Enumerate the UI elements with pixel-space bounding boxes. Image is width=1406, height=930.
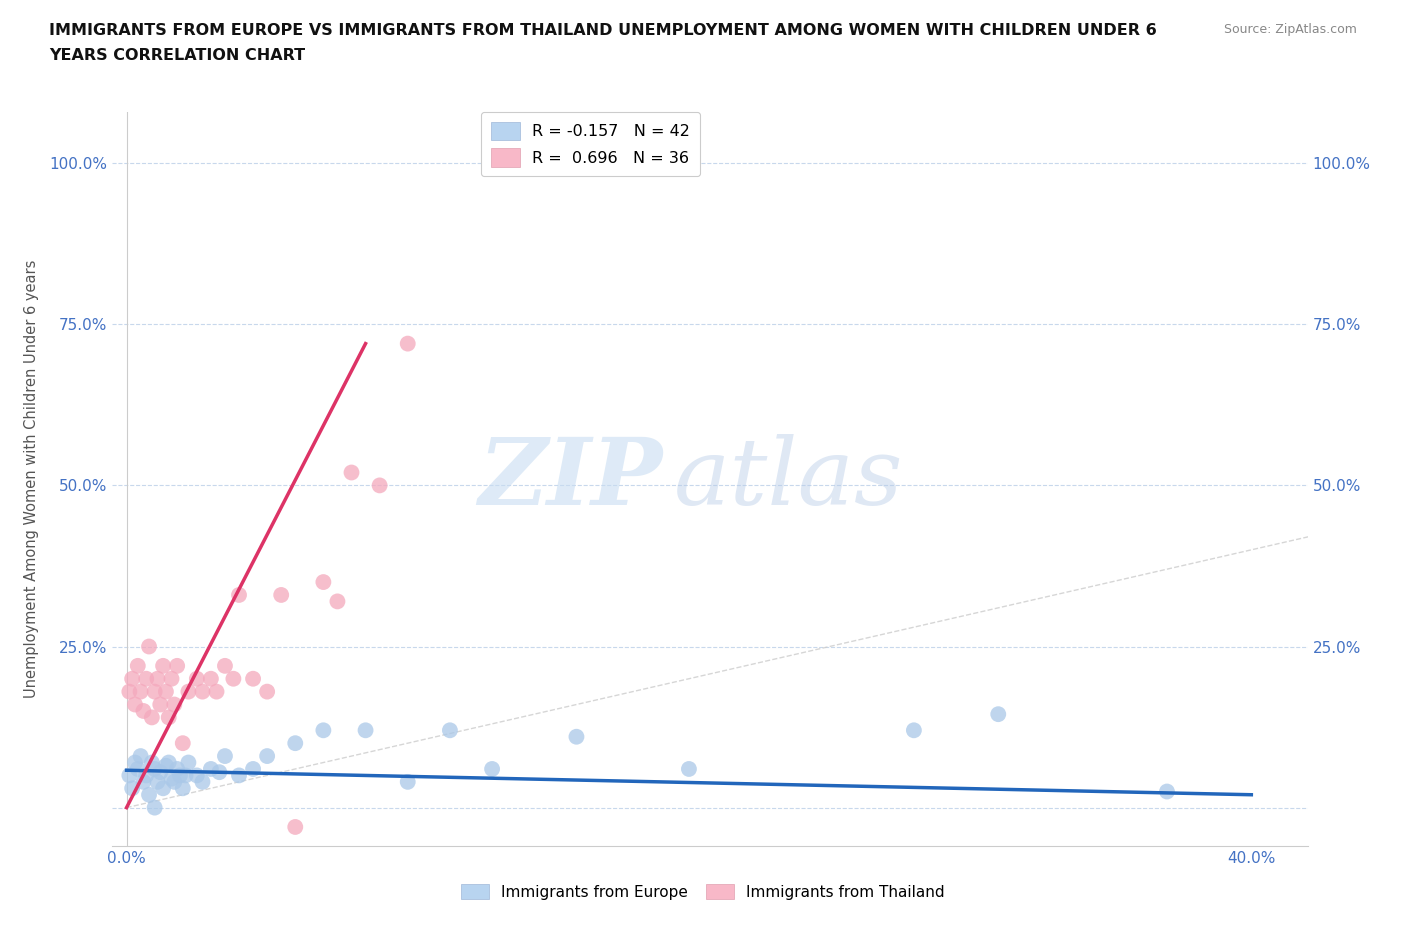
Point	[270, 588, 292, 603]
Point	[127, 762, 149, 777]
Point	[242, 762, 264, 777]
Point	[191, 775, 214, 790]
Point	[368, 478, 391, 493]
Point	[143, 762, 166, 777]
Point	[152, 658, 174, 673]
Point	[135, 671, 157, 686]
Point	[326, 594, 349, 609]
Point	[222, 671, 245, 686]
Y-axis label: Unemployment Among Women with Children Under 6 years: Unemployment Among Women with Children U…	[24, 259, 38, 698]
Point	[149, 764, 172, 779]
Point	[186, 768, 208, 783]
Text: IMMIGRANTS FROM EUROPE VS IMMIGRANTS FROM THAILAND UNEMPLOYMENT AMONG WOMEN WITH: IMMIGRANTS FROM EUROPE VS IMMIGRANTS FRO…	[49, 23, 1157, 38]
Point	[987, 707, 1010, 722]
Text: atlas: atlas	[675, 434, 904, 524]
Point	[135, 768, 157, 783]
Point	[284, 819, 307, 834]
Point	[124, 755, 146, 770]
Point	[354, 723, 377, 737]
Point	[132, 703, 155, 718]
Point	[146, 671, 169, 686]
Point	[242, 671, 264, 686]
Point	[214, 658, 236, 673]
Point	[214, 749, 236, 764]
Point	[340, 465, 363, 480]
Point	[186, 671, 208, 686]
Point	[256, 684, 278, 699]
Point	[439, 723, 461, 737]
Point	[481, 762, 503, 777]
Point	[138, 788, 160, 803]
Point	[200, 671, 222, 686]
Point	[166, 658, 188, 673]
Point	[163, 775, 186, 790]
Point	[565, 729, 588, 744]
Point	[160, 671, 183, 686]
Point	[228, 768, 250, 783]
Point	[143, 800, 166, 815]
Point	[177, 755, 200, 770]
Point	[157, 710, 180, 724]
Point	[129, 749, 152, 764]
Text: YEARS CORRELATION CHART: YEARS CORRELATION CHART	[49, 48, 305, 63]
Point	[208, 764, 231, 779]
Point	[169, 768, 191, 783]
Text: Source: ZipAtlas.com: Source: ZipAtlas.com	[1223, 23, 1357, 36]
Point	[118, 684, 141, 699]
Point	[166, 762, 188, 777]
Point	[396, 336, 419, 351]
Point	[177, 684, 200, 699]
Point	[141, 710, 163, 724]
Point	[127, 658, 149, 673]
Point	[160, 771, 183, 786]
Point	[118, 768, 141, 783]
Point	[129, 684, 152, 699]
Point	[312, 723, 335, 737]
Legend: Immigrants from Europe, Immigrants from Thailand: Immigrants from Europe, Immigrants from …	[456, 877, 950, 906]
Point	[228, 588, 250, 603]
Point	[163, 698, 186, 712]
Point	[312, 575, 335, 590]
Point	[174, 768, 197, 783]
Point	[155, 684, 177, 699]
Point	[152, 781, 174, 796]
Point	[132, 775, 155, 790]
Point	[138, 639, 160, 654]
Point	[205, 684, 228, 699]
Point	[155, 758, 177, 773]
Point	[124, 698, 146, 712]
Point	[1156, 784, 1178, 799]
Point	[172, 781, 194, 796]
Point	[678, 762, 700, 777]
Point	[146, 775, 169, 790]
Point	[903, 723, 925, 737]
Point	[172, 736, 194, 751]
Point	[149, 698, 172, 712]
Text: ZIP: ZIP	[478, 434, 662, 524]
Legend: R = -0.157   N = 42, R =  0.696   N = 36: R = -0.157 N = 42, R = 0.696 N = 36	[481, 113, 700, 177]
Point	[121, 671, 143, 686]
Point	[191, 684, 214, 699]
Point	[121, 781, 143, 796]
Point	[200, 762, 222, 777]
Point	[256, 749, 278, 764]
Point	[396, 775, 419, 790]
Point	[143, 684, 166, 699]
Point	[141, 755, 163, 770]
Point	[157, 755, 180, 770]
Point	[284, 736, 307, 751]
